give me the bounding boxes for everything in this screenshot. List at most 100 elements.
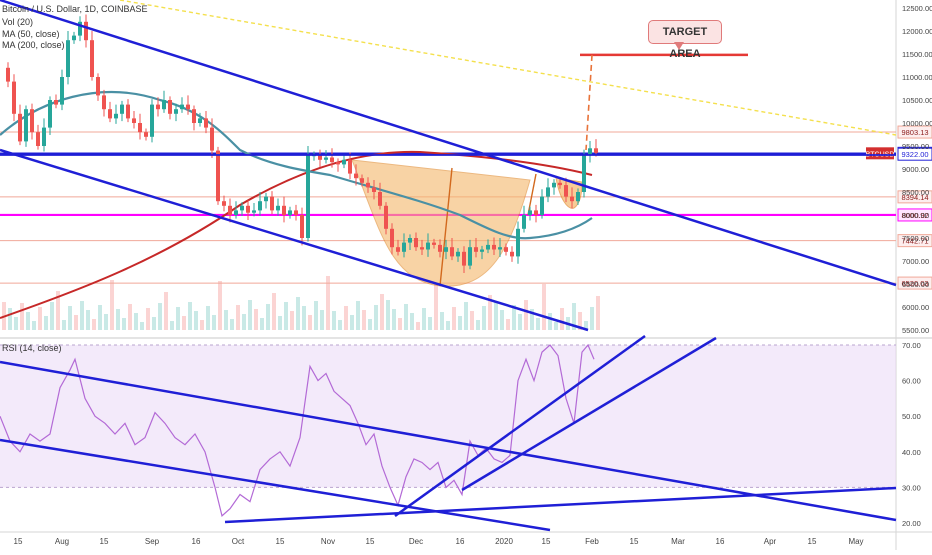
price-axis-tick-label: 10500.00 xyxy=(902,96,932,105)
candle-body xyxy=(240,205,244,211)
candle-body xyxy=(426,242,430,250)
volume-bar xyxy=(176,307,180,330)
candle-body xyxy=(114,113,118,119)
ma50-label: MA (50, close) xyxy=(2,29,60,39)
volume-bar xyxy=(470,311,474,330)
volume-bar xyxy=(50,302,54,330)
level-price-tag xyxy=(897,190,932,204)
volume-bar xyxy=(374,305,378,330)
target-area-label: TARGET AREA xyxy=(648,20,722,60)
candle-body xyxy=(60,77,64,105)
level-price-tag-label: 9322.00 xyxy=(901,150,928,159)
candle-body xyxy=(252,210,256,213)
level-price-tag-label: 9803.13 xyxy=(901,128,928,137)
rsi-lower-trendline xyxy=(0,438,551,532)
candle-body xyxy=(162,100,166,110)
volume-bar xyxy=(200,320,204,330)
volume-bar xyxy=(212,315,216,330)
volume-bar xyxy=(590,307,594,330)
candle-body xyxy=(126,104,130,119)
volume-bar xyxy=(548,313,552,330)
rsi-axis-tick-label: 60.00 xyxy=(902,377,921,386)
level-price-tag-label: 8000.92 xyxy=(901,211,928,220)
volume-bar xyxy=(452,307,456,330)
volume-bar xyxy=(272,293,276,330)
candle-body xyxy=(48,100,52,128)
candle-body xyxy=(168,100,172,114)
volume-bar xyxy=(236,305,240,330)
volume-bar xyxy=(578,312,582,330)
rsi-axis-tick-label: 50.00 xyxy=(902,412,921,421)
candle-body xyxy=(108,109,112,119)
volume-bar xyxy=(290,311,294,330)
volume-bar xyxy=(104,314,108,330)
time-axis-tick-label: 15 xyxy=(542,537,551,546)
volume-bar xyxy=(206,306,210,330)
volume-bar xyxy=(572,303,576,330)
level-price-tag xyxy=(897,208,932,222)
volume-bar xyxy=(116,309,120,330)
volume-bar xyxy=(248,300,252,330)
volume-bar xyxy=(512,305,516,330)
rsi-line xyxy=(0,343,595,517)
rsi-band xyxy=(0,345,896,488)
time-axis-tick-label: 16 xyxy=(192,537,201,546)
candle-body xyxy=(24,109,28,142)
price-axis-tick-label: 8500.00 xyxy=(902,188,929,197)
candle-body xyxy=(486,244,490,250)
candle-body xyxy=(522,215,526,229)
symbol-title: Bitcoin / U.S. Dollar, 1D, COINBASE xyxy=(2,4,148,14)
time-axis-tick-label: Aug xyxy=(55,537,69,546)
volume-bar xyxy=(140,322,144,330)
candle-body xyxy=(54,100,58,105)
volume-bar xyxy=(344,306,348,330)
volume-bar xyxy=(494,301,498,330)
volume-bar xyxy=(410,313,414,330)
volume-bar xyxy=(224,310,228,330)
candle-body xyxy=(306,155,310,238)
level-price-tag xyxy=(897,125,932,139)
volume-bar xyxy=(386,300,390,330)
candle-body xyxy=(516,228,520,257)
volume-bar xyxy=(20,303,24,330)
candle-body xyxy=(294,210,298,215)
time-axis-tick-label: Oct xyxy=(232,537,245,546)
candle-body xyxy=(384,205,388,229)
channel-upper-line xyxy=(0,0,897,287)
channel-lower-line xyxy=(0,148,589,332)
price-axis-tick-label: 12500.00 xyxy=(902,4,932,13)
time-axis-tick-label: 15 xyxy=(14,537,23,546)
vol-label: Vol (20) xyxy=(2,17,34,27)
volume-bar xyxy=(488,295,492,330)
volume-bar xyxy=(260,318,264,330)
volume-bar xyxy=(38,307,42,330)
volume-bar xyxy=(188,302,192,330)
candle-body xyxy=(444,247,448,252)
candle-body xyxy=(408,238,412,243)
rsi-rising-trendline-1 xyxy=(394,334,646,518)
current-symbol-tag xyxy=(866,147,894,160)
volume-bar xyxy=(158,303,162,330)
volume-bar xyxy=(308,315,312,330)
volume-bar xyxy=(230,319,234,330)
candle-body xyxy=(270,196,274,211)
volume-bar xyxy=(110,280,114,330)
ma200-label: MA (200, close) xyxy=(2,40,65,50)
volume-bar xyxy=(434,283,438,330)
candle-body xyxy=(156,104,160,110)
candle-body xyxy=(12,81,16,114)
candle-body xyxy=(378,192,382,206)
candle-body xyxy=(546,187,550,197)
candle-body xyxy=(396,247,400,252)
candle-body xyxy=(588,148,592,156)
candle-body xyxy=(564,185,568,197)
cup-depth-marker xyxy=(439,167,453,287)
candle-body xyxy=(228,205,232,215)
volume-bar xyxy=(278,316,282,330)
volume-bar xyxy=(74,315,78,330)
time-axis-tick-label: 15 xyxy=(100,537,109,546)
price-axis-tick-label: 8000.00 xyxy=(902,211,929,220)
volume-bar xyxy=(416,322,420,330)
candle-body xyxy=(492,244,496,250)
rsi-axis-tick-label: 40.00 xyxy=(902,448,921,457)
